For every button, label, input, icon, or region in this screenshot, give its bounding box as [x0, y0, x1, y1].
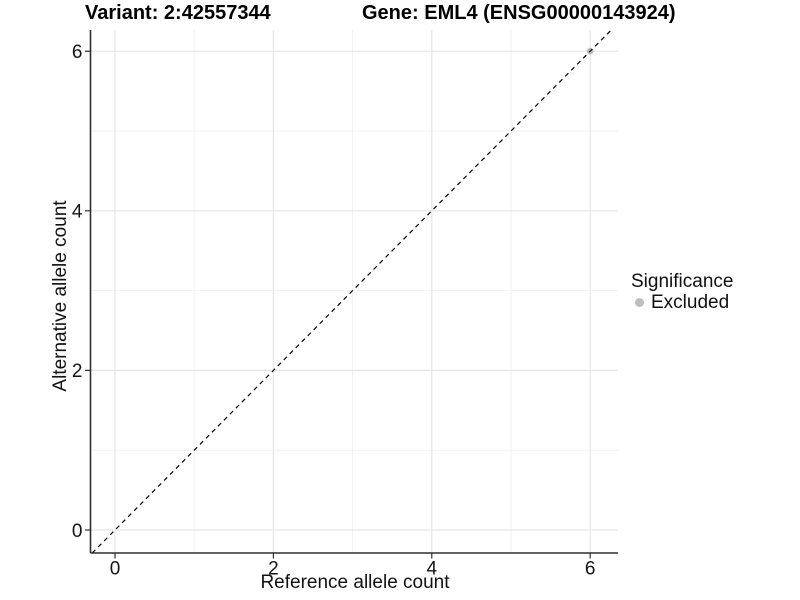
y-axis-title: Alternative allele count	[50, 200, 71, 392]
excluded-point-icon	[635, 298, 644, 307]
legend: Significance Excluded	[631, 271, 733, 313]
x-tick-label: 2	[268, 559, 279, 580]
identity-dashed-line	[91, 29, 612, 554]
y-tick-label: 2	[72, 361, 83, 382]
plot-title-gene: Gene: EML4 (ENSG00000143924)	[362, 2, 676, 24]
y-tick-label: 0	[72, 521, 83, 542]
plot-title-variant: Variant: 2:42557344	[85, 2, 271, 24]
y-tick-label: 4	[72, 202, 83, 223]
x-tick-label: 0	[110, 559, 121, 580]
legend-item-excluded: Excluded	[631, 292, 733, 313]
x-tick-label: 6	[585, 559, 596, 580]
y-tick-label: 6	[72, 42, 83, 63]
legend-item-label: Excluded	[651, 292, 730, 313]
x-axis-title: Reference allele count	[260, 572, 450, 593]
x-tick-label: 4	[427, 559, 438, 580]
legend-title: Significance	[631, 271, 734, 292]
